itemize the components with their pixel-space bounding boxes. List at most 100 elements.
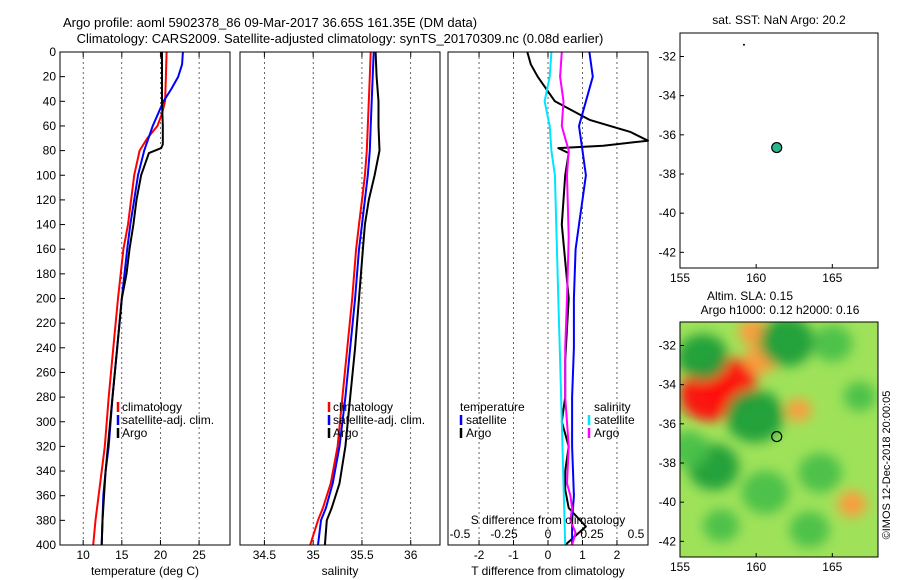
sla-blob xyxy=(789,511,830,548)
series-line-diff xyxy=(559,51,577,546)
map-y-tick-label: -42 xyxy=(659,534,677,548)
sla-blob xyxy=(725,389,785,443)
series-line-diff xyxy=(526,51,649,546)
sla-blob xyxy=(786,398,812,422)
legend-title-left: temperature xyxy=(460,400,525,414)
map-y-tick-label: -32 xyxy=(659,50,677,64)
series-line-sal xyxy=(309,51,372,546)
y-tick-label: 60 xyxy=(43,119,57,133)
map-title-sla-line1: Altim. SLA: 0.15 xyxy=(707,289,793,303)
y-tick-label: 380 xyxy=(36,513,56,527)
map-x-tick-label: 165 xyxy=(822,271,842,285)
y-tick-label: 280 xyxy=(36,390,56,404)
map-y-tick-label: -40 xyxy=(659,206,677,220)
map-x-tick-label: 155 xyxy=(670,271,690,285)
map-title-sla-line2: Argo h1000: 0.12 h2000: 0.16 xyxy=(701,303,860,317)
y-tick-label: 180 xyxy=(36,267,56,281)
x-tick-label-diff: -1 xyxy=(508,548,519,562)
x-tick-label-diff: 0 xyxy=(545,548,552,562)
map-y-tick-label: -42 xyxy=(659,245,677,259)
sla-field xyxy=(680,322,877,548)
panel-diff: -2 -1 0 1 2 T difference from climatology -0.5… xyxy=(447,51,649,578)
map-y-tick-label: -38 xyxy=(659,456,677,470)
sla-blob xyxy=(837,491,867,518)
map-x-tick-label: 160 xyxy=(746,560,766,574)
sla-blob xyxy=(843,381,877,412)
x-tick-label-temp: 15 xyxy=(115,548,129,562)
x-tick-label-temp: 25 xyxy=(192,548,206,562)
x-tick-label-sal: 34.5 xyxy=(253,548,277,562)
legend-entry: satellite xyxy=(594,413,635,427)
coast-dot xyxy=(742,43,745,46)
map-y-tick-label: -34 xyxy=(659,378,677,392)
top-axis-label: S difference from climatology xyxy=(471,513,626,527)
x-tick-label-sal: 35 xyxy=(306,548,320,562)
sla-blob xyxy=(798,452,843,493)
sla-blob xyxy=(812,325,853,362)
legend-entry: satellite-adj. clim. xyxy=(333,413,425,427)
x-tick-label-temp: 20 xyxy=(154,548,168,562)
map-frame xyxy=(679,32,879,269)
argo-location-marker xyxy=(771,141,783,154)
map-y-tick-label: -34 xyxy=(659,89,677,103)
series-line-diff xyxy=(571,51,594,545)
map-frame xyxy=(679,321,879,558)
top-x-tick-label: 0.25 xyxy=(580,527,604,541)
x-tick-label-sal: 36 xyxy=(404,548,418,562)
panel-sal-frame xyxy=(239,51,441,546)
y-tick-label: 0 xyxy=(49,45,56,59)
y-tick-label: 400 xyxy=(36,538,56,552)
x-tick-label-sal: 35.5 xyxy=(350,548,374,562)
map-y-tick-label: -38 xyxy=(659,167,677,181)
series-line-sal xyxy=(323,51,381,546)
legend-entry: Argo xyxy=(466,426,492,440)
series-line-temp xyxy=(100,52,164,546)
map-title-sst: sat. SST: NaN Argo: 20.2 xyxy=(712,13,846,27)
top-x-tick-label: -0.25 xyxy=(490,527,518,541)
y-tick-label: 220 xyxy=(36,316,56,330)
panel-sal-bg xyxy=(240,52,440,545)
panel-diff-frame xyxy=(447,51,649,546)
map-y-tick-label: -40 xyxy=(659,495,677,509)
y-tick-label: 20 xyxy=(43,70,57,84)
y-tick-label: 160 xyxy=(36,242,56,256)
legend-title-right: salinity xyxy=(594,400,631,414)
panel-temp-bg xyxy=(60,52,230,545)
y-tick-label: 260 xyxy=(36,365,56,379)
legend-entry: Argo xyxy=(594,426,620,440)
series-line-sal xyxy=(317,51,375,546)
map-y-tick-label: -36 xyxy=(659,128,677,142)
legend-entry: satellite-adj. clim. xyxy=(122,413,214,427)
figure-title-line2: Climatology: CARS2009. Satellite-adjuste… xyxy=(77,31,604,46)
map-x-tick-label: 165 xyxy=(822,560,842,574)
sla-blob xyxy=(680,333,729,381)
y-tick-label: 100 xyxy=(36,168,56,182)
top-x-tick-label: 0 xyxy=(545,527,552,541)
y-tick-label: 80 xyxy=(43,144,57,158)
y-tick-label: 120 xyxy=(36,193,56,207)
legend-entry: climatology xyxy=(122,400,182,414)
x-tick-label-diff: 1 xyxy=(579,548,586,562)
x-axis-label-sal: salinity xyxy=(322,564,359,578)
figure-title-line1: Argo profile: aoml 5902378_86 09-Mar-201… xyxy=(63,15,477,30)
x-axis-label-temp: temperature (deg C) xyxy=(91,564,199,578)
argo-location-marker xyxy=(771,430,783,443)
top-x-tick-label: -0.5 xyxy=(450,527,471,541)
legend-entry: satellite xyxy=(466,413,507,427)
y-tick-label: 340 xyxy=(36,464,56,478)
legend-entry: Argo xyxy=(333,426,359,440)
panel-map_sla: 155 160 165 -32 -34 -36 -38 -40 -42 Altim. SLA: 0… xyxy=(659,289,879,574)
y-tick-label: 360 xyxy=(36,489,56,503)
top-x-tick-label: 0.5 xyxy=(628,527,645,541)
panel-map_sst: 155 160 165 -32 -34 -36 -38 -40 -42 sat. SST: NaN… xyxy=(659,13,879,285)
y-tick-label: 140 xyxy=(36,218,56,232)
sla-blob xyxy=(741,470,790,514)
series-line-diff xyxy=(543,51,567,546)
y-tick-label: 320 xyxy=(36,439,56,453)
y-tick-label: 40 xyxy=(43,94,57,108)
credit-text: ©IMOS 12-Dec-2018 20:00:05 xyxy=(881,391,893,540)
y-tick-label: 200 xyxy=(36,292,56,306)
panel-sal: 34.5 35 35.5 36 salinity climatologysatellite… xyxy=(239,51,441,578)
